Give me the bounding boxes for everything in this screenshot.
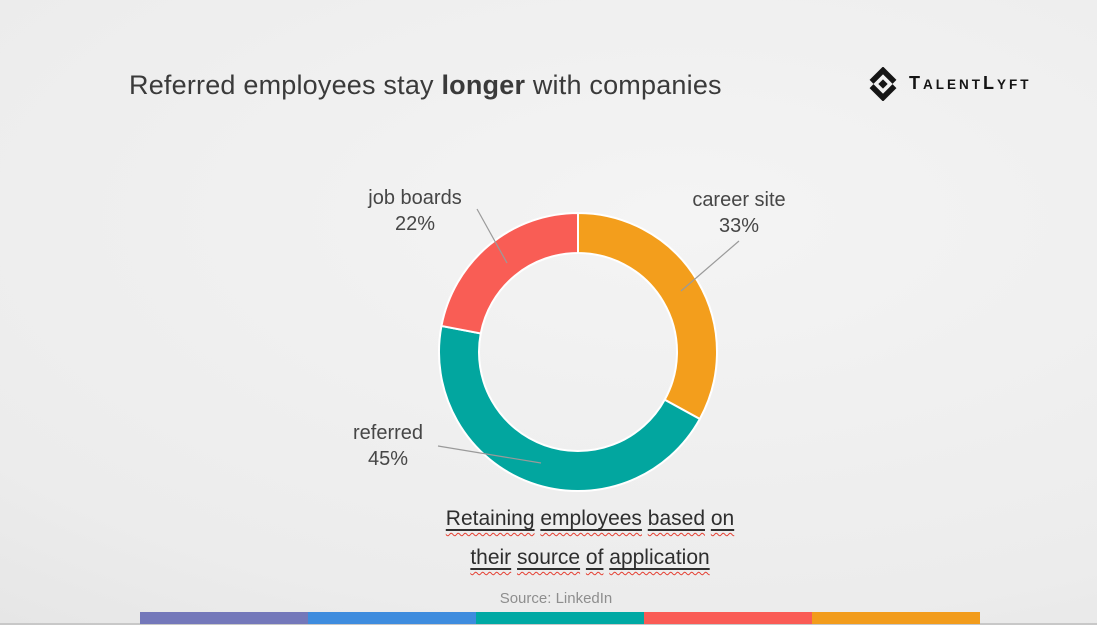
caption-line-2: their source of application bbox=[290, 538, 890, 577]
caption-word: their bbox=[470, 546, 512, 569]
callout-label: referred bbox=[352, 422, 424, 444]
callout-label: career site bbox=[692, 189, 786, 211]
talentlyft-logo: TALENTLYFT bbox=[866, 66, 1032, 102]
callout-referred: referred 45% bbox=[298, 420, 478, 472]
donut-segment-job-boards bbox=[440, 211, 579, 335]
caption-word: Retaining bbox=[445, 507, 535, 530]
callout-job-boards: job boards 22% bbox=[325, 185, 505, 237]
donut-segment-referred bbox=[438, 324, 702, 492]
logo-letter: T bbox=[909, 73, 923, 93]
logo-letters: ALENT bbox=[923, 77, 983, 92]
chart-caption: Retaining employees based on their sourc… bbox=[290, 499, 890, 577]
footer-bar-segment bbox=[812, 612, 980, 624]
footer-bar-segment bbox=[476, 612, 644, 624]
callout-career-site: career site 33% bbox=[649, 187, 829, 239]
caption-word: based bbox=[647, 507, 705, 530]
logo-letters: YFT bbox=[997, 77, 1032, 92]
source-note: Source: LinkedIn bbox=[499, 590, 613, 607]
logo-wordmark: TALENTLYFT bbox=[909, 66, 1032, 102]
footer-bar-segment bbox=[644, 612, 812, 624]
slide-bottom-edge bbox=[0, 623, 1097, 625]
title-suffix: with companies bbox=[525, 70, 722, 100]
callout-value: 22% bbox=[394, 213, 436, 235]
talentlyft-diamond-icon bbox=[866, 67, 900, 101]
callout-label: job boards bbox=[368, 187, 462, 209]
callout-value: 33% bbox=[718, 215, 760, 237]
page-title: Referred employees stay longer with comp… bbox=[129, 70, 722, 101]
caption-word: on bbox=[710, 507, 735, 530]
logo-letter: L bbox=[983, 73, 997, 93]
caption-word: of bbox=[585, 546, 604, 569]
caption-word: source bbox=[517, 546, 581, 569]
footer-bar-segment bbox=[308, 612, 476, 624]
caption-word: application bbox=[609, 546, 710, 569]
title-emphasis: longer bbox=[441, 70, 526, 100]
donut-chart bbox=[438, 211, 718, 492]
donut-segment-career-site bbox=[577, 211, 718, 421]
caption-line-1: Retaining employees based on bbox=[290, 499, 890, 538]
caption-word: employees bbox=[540, 507, 642, 530]
title-prefix: Referred employees stay bbox=[129, 70, 442, 100]
footer-color-bar bbox=[140, 612, 980, 624]
footer-bar-segment bbox=[140, 612, 308, 624]
callout-value: 45% bbox=[367, 448, 409, 470]
